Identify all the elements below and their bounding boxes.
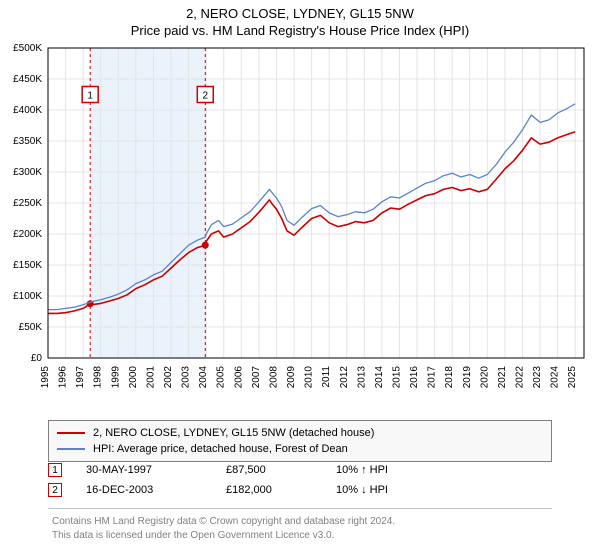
event-row: 1 30-MAY-1997 £87,500 10% ↑ HPI [48, 460, 552, 480]
chart: £0 £50K £100K £150K £200K £250K £300K £350K £400… [6, 44, 594, 416]
x-tick-label: 2011 [321, 366, 332, 388]
event-badge: 2 [48, 483, 62, 497]
x-tick-label: 2021 [497, 366, 508, 389]
event-price: £182,000 [226, 484, 336, 496]
y-tick-label: £450K [13, 74, 42, 85]
legend-label: HPI: Average price, detached house, Fore… [93, 443, 348, 455]
x-tick-label: 2024 [550, 366, 561, 389]
y-tick-label: £100K [13, 291, 42, 302]
x-tick-label: 2016 [409, 366, 420, 389]
x-tick-label: 2020 [479, 366, 490, 389]
x-tick-label: 2009 [286, 366, 297, 389]
event-badge: 1 [48, 463, 62, 477]
footer: Contains HM Land Registry data © Crown c… [48, 508, 552, 542]
x-tick-label: 2004 [198, 366, 209, 389]
event-date: 30-MAY-1997 [86, 464, 226, 476]
x-tick-label: 2010 [304, 366, 315, 389]
event-delta: 10% ↓ HPI [336, 484, 456, 496]
x-tick-label: 1998 [93, 366, 104, 389]
y-tick-label: £0 [31, 353, 43, 364]
x-tick-label: 2013 [356, 366, 367, 389]
x-tick-label: 2006 [233, 366, 244, 389]
x-tick-label: 2000 [128, 366, 139, 389]
titles: 2, NERO CLOSE, LYDNEY, GL15 5NW Price pa… [0, 0, 600, 38]
x-tick-label: 1995 [40, 366, 51, 389]
x-tick-label: 2017 [427, 366, 438, 389]
x-tick-label: 2025 [567, 366, 578, 389]
event-price: £87,500 [226, 464, 336, 476]
y-tick-label: £250K [13, 198, 42, 209]
y-tick-label: £150K [13, 260, 42, 271]
legend-row: HPI: Average price, detached house, Fore… [57, 441, 543, 457]
x-tick-label: 1997 [75, 366, 86, 389]
legend-swatch [57, 448, 85, 450]
y-tick-label: £200K [13, 229, 42, 240]
chart-event-badge-label: 2 [203, 91, 209, 102]
x-tick-label: 1996 [58, 366, 69, 389]
event-delta: 10% ↑ HPI [336, 464, 456, 476]
y-tick-label: £500K [13, 44, 42, 54]
x-tick-label: 2005 [216, 366, 227, 389]
x-tick-label: 2003 [181, 366, 192, 389]
y-tick-label: £400K [13, 105, 42, 116]
y-tick-label: £300K [13, 167, 42, 178]
footer-line: Contains HM Land Registry data © Crown c… [52, 515, 548, 529]
legend-swatch [57, 432, 85, 434]
y-tick-label: £50K [19, 322, 43, 333]
x-tick-label: 2012 [339, 366, 350, 389]
legend-row: 2, NERO CLOSE, LYDNEY, GL15 5NW (detache… [57, 425, 543, 441]
event-date: 16-DEC-2003 [86, 484, 226, 496]
legend: 2, NERO CLOSE, LYDNEY, GL15 5NW (detache… [48, 420, 552, 462]
x-tick-label: 2001 [145, 366, 156, 389]
title-sub: Price paid vs. HM Land Registry's House … [0, 23, 600, 38]
y-tick-label: £350K [13, 136, 42, 147]
events-list: 1 30-MAY-1997 £87,500 10% ↑ HPI 2 16-DEC… [48, 460, 552, 500]
x-tick-label: 2018 [444, 366, 455, 389]
chart-svg: £0 £50K £100K £150K £200K £250K £300K £350K £400… [6, 44, 594, 416]
x-tick-label: 2022 [514, 366, 525, 389]
page: 2, NERO CLOSE, LYDNEY, GL15 5NW Price pa… [0, 0, 600, 560]
footer-line: This data is licensed under the Open Gov… [52, 529, 548, 543]
x-tick-label: 2007 [251, 366, 262, 389]
x-tick-label: 2019 [462, 366, 473, 389]
legend-label: 2, NERO CLOSE, LYDNEY, GL15 5NW (detache… [93, 427, 374, 439]
x-tick-label: 2002 [163, 366, 174, 389]
x-tick-label: 2015 [391, 366, 402, 389]
x-tick-label: 1999 [110, 366, 121, 389]
chart-event-badge-label: 1 [87, 91, 93, 102]
x-tick-label: 2014 [374, 366, 385, 389]
x-tick-label: 2023 [532, 366, 543, 389]
x-tick-label: 2008 [268, 366, 279, 389]
event-row: 2 16-DEC-2003 £182,000 10% ↓ HPI [48, 480, 552, 500]
title-main: 2, NERO CLOSE, LYDNEY, GL15 5NW [0, 6, 600, 21]
